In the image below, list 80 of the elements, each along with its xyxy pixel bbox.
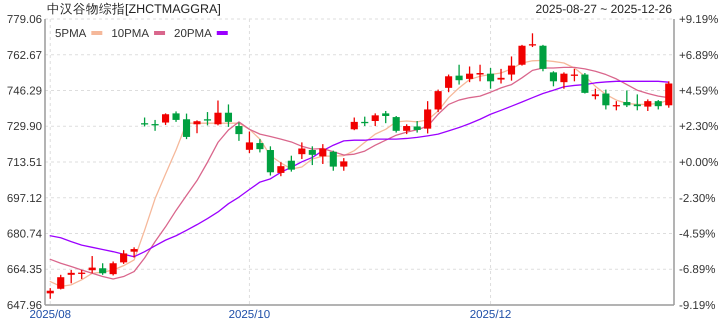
candlestick bbox=[130, 246, 138, 258]
y2-tick-label: +4.59% bbox=[679, 86, 718, 98]
candlestick bbox=[476, 64, 484, 82]
x-tick-label: 2025/12 bbox=[470, 309, 512, 320]
candlestick bbox=[602, 88, 610, 110]
y-tick-label: 713.51 bbox=[6, 157, 42, 169]
candlestick bbox=[110, 260, 117, 276]
candlestick bbox=[214, 100, 222, 126]
candlestick bbox=[539, 44, 547, 72]
candlestick bbox=[182, 112, 190, 140]
legend-label: 20PMA bbox=[174, 28, 212, 40]
candlestick bbox=[654, 99, 662, 110]
candlestick bbox=[665, 80, 672, 108]
candlestick bbox=[550, 70, 558, 87]
y2-tick-label: -2.30% bbox=[679, 192, 716, 205]
candlestick bbox=[570, 68, 578, 82]
candlestick bbox=[120, 250, 128, 265]
y-tick-label: 729.90 bbox=[6, 121, 42, 134]
candlestick bbox=[445, 74, 452, 93]
y2-tick-label: +0.00% bbox=[679, 157, 718, 169]
candlestick bbox=[528, 32, 536, 48]
candlestick bbox=[414, 120, 421, 134]
y-tick-label: 680.74 bbox=[6, 228, 43, 240]
candlestick bbox=[612, 100, 620, 111]
candlestick bbox=[152, 119, 159, 132]
y-tick-label: 746.29 bbox=[6, 85, 42, 98]
candlestick bbox=[644, 98, 652, 112]
y-tick-label: 762.67 bbox=[6, 50, 42, 62]
candlestick bbox=[330, 150, 337, 172]
candlestick bbox=[403, 124, 410, 135]
candlestick bbox=[434, 88, 442, 113]
y-tick-label: 664.35 bbox=[6, 264, 42, 276]
candlestick bbox=[319, 143, 326, 165]
y2-tick-label: -4.59% bbox=[679, 228, 716, 240]
candlestick bbox=[372, 112, 379, 127]
chart-title: 中汉谷物综指[ZHCTMAGGRA] bbox=[47, 2, 221, 16]
y2-tick-label: -9.19% bbox=[679, 300, 716, 312]
candlestick bbox=[508, 56, 516, 82]
candlestick bbox=[172, 110, 180, 123]
candlestick bbox=[288, 155, 295, 172]
candlestick bbox=[623, 90, 630, 108]
y2-tick-label: -6.89% bbox=[679, 264, 716, 276]
candlestick bbox=[634, 94, 641, 111]
y-tick-label: 697.12 bbox=[6, 192, 42, 205]
candlestick bbox=[277, 162, 284, 177]
y2-tick-label: +9.19% bbox=[679, 14, 718, 26]
candlestick bbox=[246, 130, 253, 154]
candlestick bbox=[581, 72, 588, 94]
candlestick bbox=[78, 269, 86, 280]
x-tick-label: 2025/10 bbox=[228, 309, 270, 320]
candlestick bbox=[224, 104, 232, 128]
candlestick bbox=[99, 262, 106, 276]
candlestick bbox=[392, 115, 400, 134]
candlestick bbox=[486, 67, 494, 90]
candlestick bbox=[57, 274, 64, 290]
candlestick bbox=[235, 122, 243, 142]
candlestick bbox=[560, 72, 568, 90]
candlestick bbox=[46, 287, 54, 300]
y-tick-label: 779.06 bbox=[6, 14, 42, 26]
legend-label: 5PMA bbox=[55, 28, 87, 40]
candlestick bbox=[256, 138, 264, 154]
candlestick bbox=[193, 120, 201, 134]
candlestick bbox=[424, 100, 432, 134]
candlestick bbox=[88, 255, 96, 274]
candlestick bbox=[518, 44, 526, 66]
candlestick bbox=[350, 116, 358, 131]
x-tick-label: 2025/08 bbox=[29, 309, 72, 320]
candlestick bbox=[162, 112, 170, 126]
candlestick bbox=[266, 146, 274, 176]
legend-label: 10PMA bbox=[111, 28, 150, 40]
y2-tick-label: +6.89% bbox=[679, 50, 718, 62]
candlestick bbox=[298, 142, 306, 160]
candlestick bbox=[456, 64, 463, 86]
candlestick bbox=[308, 146, 316, 166]
y2-tick-label: +2.30% bbox=[679, 121, 718, 134]
candlestick bbox=[382, 110, 390, 124]
candlestick bbox=[68, 269, 75, 284]
chart-subtitle: 2025-08-27 ~ 2025-12-26 bbox=[536, 2, 672, 16]
candlestick bbox=[340, 157, 348, 172]
candlestick bbox=[466, 66, 474, 83]
